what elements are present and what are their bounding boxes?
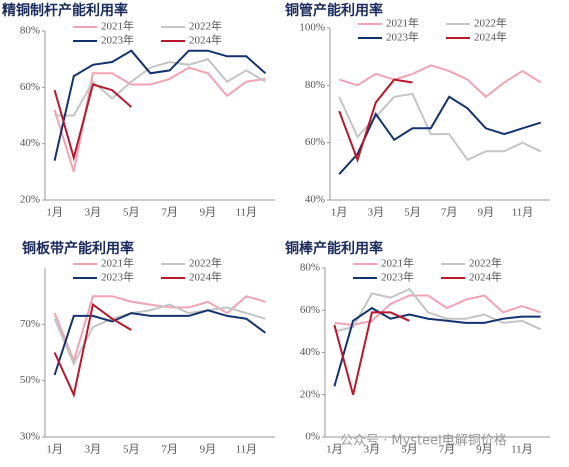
legend-label: 2021年 xyxy=(386,16,419,30)
y-tick-label: 40% xyxy=(300,346,320,358)
y-tick-label: 100% xyxy=(299,22,325,34)
legend-label: 2021年 xyxy=(381,256,414,270)
series-line xyxy=(334,294,541,327)
x-tick-label: 7月 xyxy=(161,444,178,456)
series-line xyxy=(334,287,542,333)
x-tick-label: 9月 xyxy=(200,207,217,219)
y-tick-label: 20% xyxy=(20,194,40,206)
y-tick-label: 60% xyxy=(300,304,320,316)
y-tick-label: 80% xyxy=(305,79,325,91)
series-line xyxy=(54,58,266,117)
series-line xyxy=(333,306,541,387)
series-line xyxy=(53,302,132,398)
x-tick-label: 9月 xyxy=(200,444,217,456)
y-tick-label: 30% xyxy=(20,431,40,443)
y-tick-label: 40% xyxy=(20,137,40,149)
series-line xyxy=(53,295,266,364)
series-line xyxy=(338,95,542,175)
legend-label: 2023年 xyxy=(381,270,414,284)
y-tick-label: 80% xyxy=(20,25,40,37)
x-tick-label: 11月 xyxy=(512,207,534,219)
legend-label: 2024年 xyxy=(469,270,502,284)
series-line xyxy=(53,66,266,173)
legend-label: 2023年 xyxy=(386,30,419,44)
series-line xyxy=(338,64,542,99)
y-tick-label: 60% xyxy=(20,81,40,93)
series-line xyxy=(333,311,410,396)
x-tick-label: 1月 xyxy=(331,207,348,219)
x-tick-label: 9月 xyxy=(478,207,495,219)
x-tick-label: 5月 xyxy=(401,444,418,456)
series-line xyxy=(338,78,413,163)
chart-title: 铜棒产能利用率 xyxy=(285,240,383,257)
x-tick-label: 5月 xyxy=(123,444,140,456)
legend-label: 2021年 xyxy=(101,256,134,270)
x-tick-label: 1月 xyxy=(46,444,63,456)
legend-label: 2022年 xyxy=(189,19,222,33)
x-tick-label: 1月 xyxy=(46,207,63,219)
legend-label: 2022年 xyxy=(474,16,507,30)
legend-label: 2023年 xyxy=(101,33,134,47)
series-line xyxy=(53,49,267,161)
legend-label: 2022年 xyxy=(189,256,222,270)
y-tick-label: 70% xyxy=(20,318,40,330)
chart-title: 精铜制杆产能利用率 xyxy=(2,2,128,19)
x-tick-label: 9月 xyxy=(476,444,493,456)
series-line xyxy=(53,303,266,367)
chart-title: 铜板带产能利用率 xyxy=(22,240,134,257)
y-tick-label: 0% xyxy=(305,431,320,443)
x-tick-label: 11月 xyxy=(511,444,533,456)
x-tick-label: 5月 xyxy=(123,207,140,219)
y-tick-label: 20% xyxy=(300,388,320,400)
legend-label: 2023年 xyxy=(101,270,134,284)
x-tick-label: 7月 xyxy=(439,444,456,456)
legend-label: 2024年 xyxy=(189,33,222,47)
legend-label: 2022年 xyxy=(469,256,502,270)
y-tick-label: 50% xyxy=(20,374,40,386)
x-tick-label: 11月 xyxy=(235,207,257,219)
x-tick-label: 3月 xyxy=(85,207,102,219)
series-line xyxy=(53,83,132,162)
x-tick-label: 7月 xyxy=(161,207,178,219)
y-tick-label: 80% xyxy=(300,262,320,274)
x-tick-label: 5月 xyxy=(404,207,421,219)
legend-label: 2024年 xyxy=(189,270,222,284)
x-tick-label: 3月 xyxy=(364,444,381,456)
chart-title: 铜管产能利用率 xyxy=(285,2,383,19)
x-tick-label: 1月 xyxy=(326,444,343,456)
legend-label: 2024年 xyxy=(474,30,507,44)
y-tick-label: 60% xyxy=(305,136,325,148)
legend-label: 2021年 xyxy=(101,19,134,33)
x-tick-label: 11月 xyxy=(235,444,257,456)
x-tick-label: 3月 xyxy=(85,444,102,456)
y-tick-label: 40% xyxy=(305,194,325,206)
x-tick-label: 3月 xyxy=(368,207,385,219)
x-tick-label: 7月 xyxy=(441,207,458,219)
